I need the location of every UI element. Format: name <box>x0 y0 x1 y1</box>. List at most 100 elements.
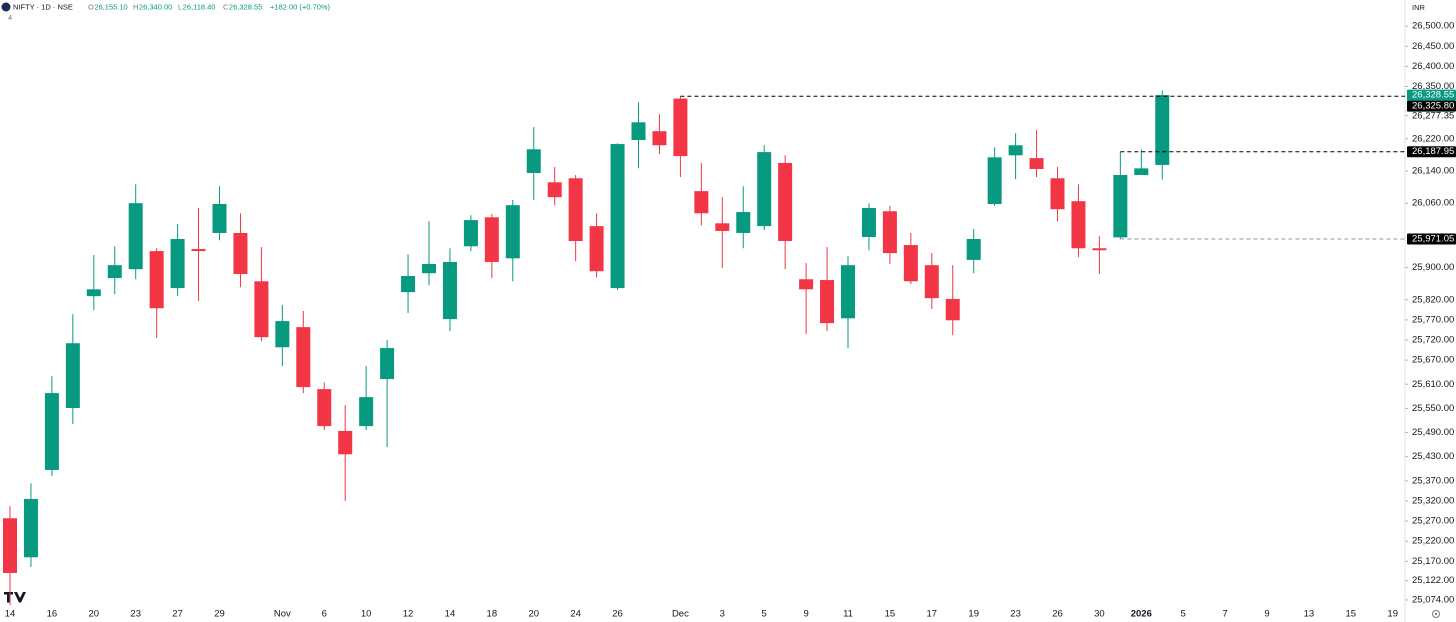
x-tick-label: 10 <box>361 609 372 620</box>
x-tick-label: 15 <box>885 609 896 620</box>
candle-body <box>1092 248 1107 251</box>
x-tick-label: 9 <box>1264 609 1269 620</box>
x-tick-label: 5 <box>1181 609 1186 620</box>
candle-body <box>547 182 562 198</box>
candle-body <box>861 208 876 237</box>
price-label-box <box>1407 100 1456 112</box>
symbol-icon <box>1 2 11 12</box>
candle-body <box>882 211 897 254</box>
price-label: 26,187.95 <box>1412 146 1454 157</box>
y-tick-label: 25,550.00 <box>1412 403 1454 414</box>
x-tick-label: 3 <box>720 609 725 620</box>
x-tick-label: 20 <box>528 609 539 620</box>
y-tick-label: 25,670.00 <box>1412 355 1454 366</box>
candle-body <box>86 289 101 297</box>
x-tick-label: 26 <box>612 609 623 620</box>
x-tick-label: 7 <box>1222 609 1227 620</box>
candle-body <box>233 232 248 275</box>
settings-icon[interactable] <box>1432 610 1440 618</box>
x-tick-label: 14 <box>445 609 456 620</box>
x-tick-label: 12 <box>403 609 414 620</box>
candle-body <box>1029 158 1044 169</box>
y-tick-label: 25,610.00 <box>1412 379 1454 390</box>
candle-body <box>778 162 793 242</box>
candle-body <box>317 389 332 427</box>
y-tick-label: 26,277.35 <box>1412 110 1454 121</box>
candle-body <box>254 281 269 338</box>
ohlc-value: 26,118.40 <box>183 2 216 11</box>
y-tick-label: 25,430.00 <box>1412 451 1454 462</box>
y-tick-label: 25,900.00 <box>1412 262 1454 273</box>
y-tick-label: 25,270.00 <box>1412 516 1454 527</box>
candle-body <box>1050 178 1065 210</box>
x-tick-label: 15 <box>1346 609 1357 620</box>
candle-body <box>945 298 960 321</box>
candle-body <box>380 348 395 380</box>
candle-body <box>107 265 122 279</box>
ohlc-key: O <box>88 2 94 11</box>
candle-body <box>65 343 80 409</box>
y-tick-label: 26,220.00 <box>1412 133 1454 144</box>
y-tick-label: 26,060.00 <box>1412 198 1454 209</box>
currency[interactable]: INR <box>1412 3 1426 12</box>
x-tick-label: 17 <box>927 609 938 620</box>
x-tick-label: 23 <box>1010 609 1021 620</box>
candle-body <box>401 276 416 293</box>
candle-body <box>23 498 38 558</box>
x-tick-label: 16 <box>47 609 58 620</box>
x-tick-label: 30 <box>1094 609 1105 620</box>
candle-body <box>359 397 374 427</box>
candle-body <box>1113 175 1128 238</box>
ohlc-value: 26,328.55 <box>229 2 262 11</box>
y-tick-label: 25,170.00 <box>1412 556 1454 567</box>
x-tick-label: Nov <box>274 609 291 620</box>
y-tick-label: 25,320.00 <box>1412 495 1454 506</box>
y-tick-label: 25,122.00 <box>1412 575 1454 586</box>
price-label-box <box>1407 146 1456 158</box>
y-tick-label: 26,450.00 <box>1412 41 1454 52</box>
candle-body <box>903 245 918 282</box>
candle-body <box>338 430 353 455</box>
candle-body <box>715 223 730 231</box>
candle-body <box>652 131 667 146</box>
candle-body <box>924 265 939 299</box>
y-tick-label: 26,140.00 <box>1412 166 1454 177</box>
candle-body <box>212 204 227 233</box>
x-tick-label: 2026 <box>1131 609 1152 620</box>
indicators-toggle[interactable]: 4 <box>8 13 12 22</box>
candle-body <box>568 178 583 242</box>
x-tick-label: 5 <box>762 609 767 620</box>
candle-body <box>422 263 436 274</box>
legend-header: NIFTY · 1D · NSE O26,155.10 H26,340.00 L26… <box>13 2 331 11</box>
candle-body <box>987 157 1002 205</box>
price-label: 26,325.80 <box>1412 101 1454 112</box>
candle-body <box>3 518 17 573</box>
x-tick-label: 11 <box>843 609 853 620</box>
candle-body <box>128 203 143 270</box>
candle-body <box>1008 145 1023 156</box>
candle-body <box>526 149 541 174</box>
candle-body <box>610 144 625 289</box>
candle-body <box>631 122 646 141</box>
candle-body <box>673 98 688 157</box>
y-tick-label: 26,350.00 <box>1412 81 1454 92</box>
price-label-box <box>1407 233 1456 245</box>
x-tick-label: 27 <box>172 609 183 620</box>
candle-body <box>736 212 751 233</box>
x-tick-label: 6 <box>322 609 327 620</box>
y-tick-label: 25,220.00 <box>1412 536 1454 547</box>
x-tick-label: 13 <box>1304 609 1315 620</box>
candle-body <box>1155 95 1170 165</box>
x-tick-label: 26 <box>1052 609 1063 620</box>
x-tick-label: 19 <box>1387 609 1398 620</box>
candle-body <box>820 280 835 324</box>
candle-body <box>505 205 520 259</box>
candle-body <box>44 393 59 470</box>
ohlc-key: C <box>223 2 229 11</box>
candle-body <box>484 217 499 262</box>
x-tick-label: 14 <box>5 609 16 620</box>
candle-body <box>799 279 814 290</box>
x-tick-label: 9 <box>803 609 808 620</box>
